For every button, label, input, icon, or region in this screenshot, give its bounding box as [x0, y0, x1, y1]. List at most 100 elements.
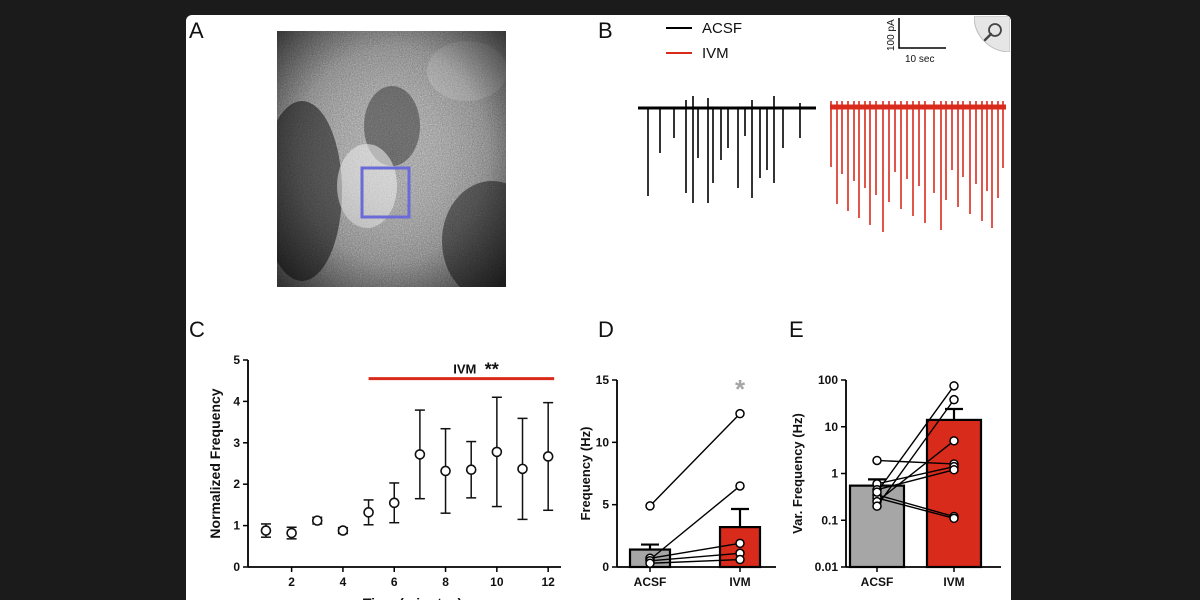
chart-d-pair-connector [649, 542, 741, 559]
chart-c-y-tick-label: 2 [233, 477, 240, 491]
chart-e-y-tick-label: 0.01 [815, 560, 839, 574]
ivm-trace [830, 101, 1006, 232]
chart-e: 0.01 0.1 1 10 100 Var. Frequency (Hz) ACSF IVM [790, 373, 1001, 589]
chart-c-y-tick-label: 0 [233, 560, 240, 574]
chart-c-x-label: Time (minutes) [363, 595, 462, 600]
chart-d-y-label: Frequency (Hz) [578, 427, 593, 521]
zoom-button[interactable] [973, 15, 1011, 53]
chart-e-pair-point-ivm [949, 436, 959, 446]
chart-d-pair-point-ivm [735, 554, 745, 565]
panel-label-e: E [789, 317, 804, 342]
panel-label-d: D [598, 317, 614, 342]
chart-c-marker [260, 525, 272, 536]
chart-e-paired-line [872, 394, 959, 511]
chart-d: 0 5 10 15 Frequency (Hz) ACSF IVM * [578, 373, 776, 589]
chart-c-marker [465, 464, 477, 476]
chart-c-point [260, 523, 272, 538]
chart-c-y-tick-label: 3 [233, 436, 240, 450]
chart-c-point [311, 515, 323, 526]
chart-c-marker [542, 451, 554, 462]
chart-c-x-tick-label: 12 [541, 575, 555, 589]
chart-d-pair-connector [649, 413, 741, 507]
chart-e-pair-point-ivm [949, 465, 959, 475]
chart-d-x-tick-label: ACSF [634, 575, 667, 589]
chart-c-point [337, 525, 349, 536]
chart-d-pair-connector [649, 552, 741, 562]
chart-d-pair-connector [649, 558, 741, 564]
chart-c-point [388, 482, 400, 524]
chart-c-point [491, 396, 503, 508]
chart-c-marker [388, 497, 400, 509]
magnifier-icon [973, 15, 1011, 53]
chart-e-pair-point-acsf [872, 455, 882, 466]
chart-c: 01234524681012Time (minutes)Normalized F… [207, 353, 561, 600]
panel-label-b: B [598, 18, 613, 43]
chart-c-point [414, 409, 426, 500]
chart-e-pair-connector [876, 469, 955, 491]
chart-d-pair-point-acsf [645, 501, 655, 511]
chart-e-pair-point-ivm [949, 381, 959, 391]
chart-d-pair-point-ivm [735, 408, 745, 419]
chart-c-significance: ** [485, 360, 499, 380]
chart-d-y-tick-label: 10 [596, 435, 610, 449]
chart-e-pair-connector [876, 497, 955, 519]
chart-d-x-tick-label: IVM [729, 575, 750, 589]
chart-e-y-tick-label: 10 [825, 420, 839, 434]
chart-c-point [517, 417, 528, 521]
chart-c-marker [337, 525, 349, 536]
chart-e-pair-connector [876, 399, 955, 507]
micrograph-image [277, 31, 506, 287]
chart-d-pair-connector [649, 485, 741, 561]
chart-e-pair-point-acsf [872, 501, 882, 511]
chart-c-marker [311, 515, 323, 526]
chart-e-y-label: Var. Frequency (Hz) [790, 413, 805, 534]
chart-e-pair-connector [876, 459, 955, 465]
trace-panel: ACSF IVM 100 pA 10 sec [638, 18, 1006, 232]
chart-d-paired-line [645, 408, 745, 511]
chart-d-significance: * [735, 374, 746, 404]
chart-c-point [440, 427, 451, 514]
chart-c-y-tick-label: 4 [233, 394, 240, 408]
chart-c-point [363, 499, 374, 526]
scale-bar-y-label: 100 pA [886, 19, 897, 51]
chart-e-pair-connector [876, 465, 955, 485]
scale-bar-x-label: 10 sec [905, 54, 934, 65]
chart-c-point [286, 526, 297, 540]
chart-e-pair-point-ivm [949, 394, 959, 405]
panel-label-a: A [189, 18, 204, 43]
chart-c-x-tick-label: 10 [490, 575, 504, 589]
chart-e-pair-connector [876, 494, 955, 518]
chart-c-point [465, 440, 477, 499]
chart-c-x-tick-label: 2 [288, 575, 295, 589]
chart-e-y-tick-label: 100 [818, 373, 838, 387]
chart-d-pair-point-acsf [645, 558, 655, 569]
chart-d-y-tick-label: 15 [596, 373, 610, 387]
chart-c-x-tick-label: 8 [442, 575, 449, 589]
chart-c-marker [363, 507, 374, 518]
chart-c-y-tick-label: 5 [233, 353, 240, 367]
scale-bar [898, 18, 946, 49]
legend-label-acsf: ACSF [702, 20, 742, 37]
chart-c-marker [286, 527, 297, 539]
chart-e-x-tick-label: ACSF [861, 575, 894, 589]
chart-c-x-tick-label: 6 [391, 575, 398, 589]
chart-c-marker [491, 446, 503, 458]
chart-e-pair-connector [876, 440, 955, 503]
legend-label-ivm: IVM [702, 45, 729, 62]
chart-e-y-tick-label: 1 [831, 467, 838, 481]
chart-d-pair-point-ivm [735, 481, 745, 491]
chart-e-y-tick-label: 0.1 [821, 513, 838, 527]
chart-c-y-label: Normalized Frequency [207, 388, 223, 538]
chart-c-marker [517, 463, 528, 475]
chart-c-y-tick-label: 1 [233, 519, 240, 533]
chart-d-paired-line [645, 554, 745, 569]
chart-c-treatment-label: IVM [453, 362, 476, 377]
chart-e-x-tick-label: IVM [943, 575, 964, 589]
chart-c-marker [440, 465, 451, 477]
figure: A B [186, 15, 1011, 600]
acsf-trace [638, 96, 816, 203]
chart-d-pair-point-ivm [735, 538, 745, 549]
chart-c-marker [414, 449, 426, 460]
panel-label-c: C [189, 317, 205, 342]
chart-d-y-tick-label: 0 [602, 560, 609, 574]
